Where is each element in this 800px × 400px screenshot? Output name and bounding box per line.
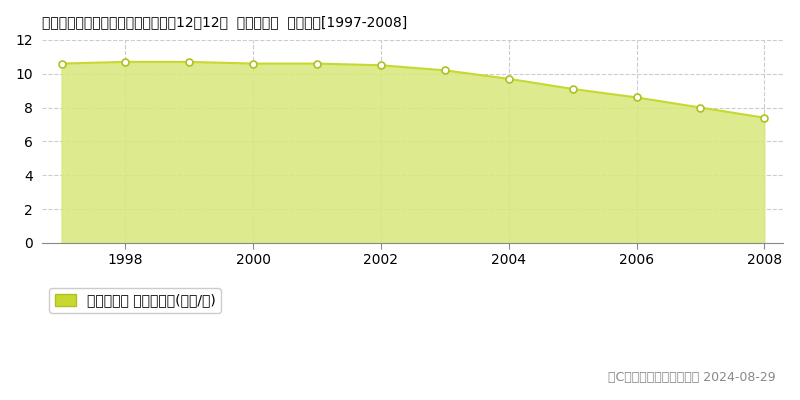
Legend: 基準地価格 平均坪単価(万円/坪): 基準地価格 平均坪単価(万円/坪) [50, 288, 221, 313]
Text: 宮城県仙台市泉区七北田字大沢木户12畤12外  基準地価格  地価推移[1997-2008]: 宮城県仙台市泉区七北田字大沢木户12畤12外 基準地価格 地価推移[1997-2… [42, 15, 407, 29]
Text: （C）土地価格ドットコム 2024-08-29: （C）土地価格ドットコム 2024-08-29 [608, 371, 776, 384]
